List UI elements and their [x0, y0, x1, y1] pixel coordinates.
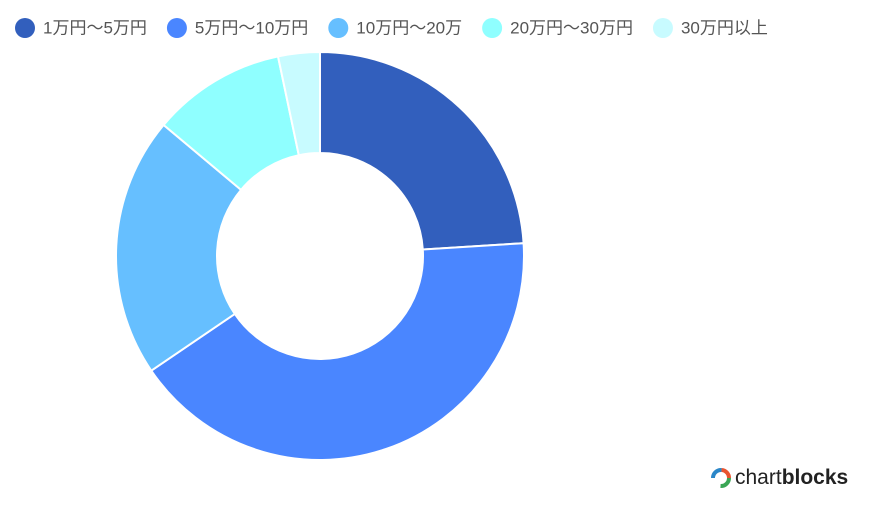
legend-swatch — [166, 18, 187, 38]
logo-text: chartblocks — [735, 466, 848, 489]
logo-icon — [711, 468, 731, 488]
slice — [115, 123, 243, 373]
legend-label: 5万円～10万円 — [195, 18, 308, 37]
slice — [149, 242, 525, 461]
slice — [276, 50, 321, 157]
legend-swatch — [482, 18, 503, 38]
legend-label: 20万円～30万円 — [510, 18, 633, 37]
legend-label: 30万円以上 — [681, 18, 768, 37]
legend-label: 10万円～20万 — [356, 18, 462, 37]
legend-label: 1万円～5万円 — [43, 18, 147, 37]
logo-light: chart — [735, 466, 782, 489]
logo: chartblocks — [711, 466, 848, 489]
legend-swatch — [328, 18, 349, 38]
legend-swatch — [15, 18, 35, 38]
logo-icon — [711, 468, 731, 488]
donut — [115, 50, 525, 461]
legend: 1万円～5万円 5万円～10万円 10万円～20万 20万円～30万円 30万円以上 — [15, 18, 768, 38]
legend-swatch — [652, 18, 673, 38]
slice — [319, 50, 525, 251]
logo-bold: blocks — [782, 466, 849, 489]
